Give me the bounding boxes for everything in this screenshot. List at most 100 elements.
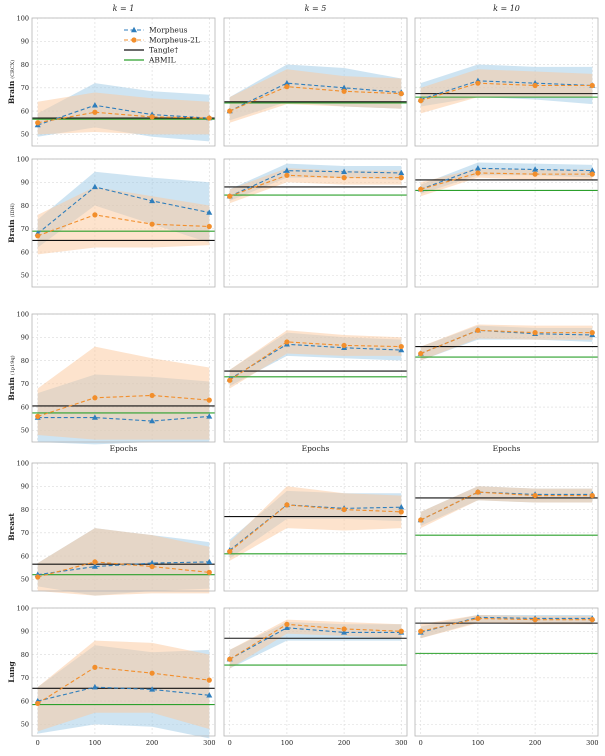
panel-frame [31,313,216,443]
x-tick-label: 300 [586,739,598,747]
y-tick-label: 100 [17,155,29,163]
morpheus-point [91,102,98,108]
y-tick-label: 100 [17,14,29,22]
morpheus-point [149,559,156,566]
morpheus2l-line [229,174,402,197]
morpheus2l-line [229,341,402,381]
column-title: k = 5 [305,4,327,13]
morpheus-line [229,82,402,112]
morpheus2l-point [35,233,41,239]
y-tick-label: 60 [21,697,29,705]
y-tick-label: 50 [21,272,29,280]
morpheus2l-point [589,171,595,177]
panel: 50 60 70 80 90 100 0 100 200 300 [17,604,216,747]
morpheus-point [532,166,539,172]
row-label-sub: (IDH) [9,203,16,217]
y-tick-label: 80 [21,61,29,69]
row-label-sub: (CRCX) [9,60,16,79]
morpheus2l-line [420,172,593,190]
morpheus-point [206,692,213,698]
x-tick-label: 100 [281,739,293,747]
morpheus-point [398,346,405,353]
morpheus-line [420,491,593,521]
morpheus2l-band [37,186,210,255]
panel: 50 60 70 80 90 100 [17,459,216,596]
row-label-main: Breast [7,513,16,541]
morpheus2l-band [37,528,210,596]
morpheus2l-band [420,324,593,361]
morpheus-line [37,561,210,576]
morpheus-point [283,167,290,173]
morpheus2l-point [284,621,290,627]
morpheus2l-point [284,502,290,508]
x-tick-label: 200 [338,739,350,747]
y-tick-label: 50 [21,131,29,139]
row-label: Lung [7,661,16,683]
panel-frame [414,462,599,592]
morpheus2l-point [532,492,538,499]
y-tick-label: 90 [21,483,29,491]
legend-label: Morpheus [149,26,188,35]
morpheus2l-point [341,88,347,94]
x-tick-label: 200 [529,739,541,747]
panel: 50 60 70 80 90 100 [17,14,216,147]
morpheus2l-point [589,330,595,336]
morpheus2l-point [35,700,41,707]
morpheus2l-band [37,92,210,135]
morpheus2l-point [206,223,212,230]
morpheus2l-point [149,114,155,120]
morpheus2l-point [206,677,212,683]
morpheus2l-band [420,69,593,114]
morpheus-line [37,415,210,422]
morpheus2l-point [227,193,233,199]
morpheus-point [589,167,596,173]
morpheus2l-point [92,395,98,401]
morpheus-point [91,414,98,420]
legend-marker [131,26,137,33]
y-tick-label: 70 [21,84,29,92]
morpheus2l-line [229,504,402,552]
row-label-main: Brain [7,80,16,104]
morpheus2l-line [420,617,593,632]
morpheus2l-line [420,82,593,102]
x-tick-label: 0 [228,739,232,747]
morpheus2l-band [37,640,210,732]
panel-frame [31,607,216,737]
morpheus2l-point [92,559,98,565]
x-tick-label: 100 [472,739,484,747]
morpheus-point [206,413,213,419]
morpheus2l-point [532,171,538,177]
morpheus2l-point [475,170,481,176]
x-axis-label: Epochs [110,444,138,453]
y-tick-label: 80 [21,202,29,210]
panel-frame [414,607,599,737]
morpheus2l-point [92,664,98,670]
row-label: Brain(CRCX) [7,60,16,104]
morpheus2l-point [149,563,155,570]
panel-frame [223,17,408,147]
panel-frame [31,462,216,592]
x-tick-label: 0 [36,739,40,747]
panel: 50 60 70 80 90 100 Epochs [17,310,216,453]
morpheus2l-point [475,615,481,622]
y-tick-label: 80 [21,651,29,659]
morpheus2l-point [35,413,41,419]
y-tick-label: 90 [21,628,29,636]
morpheus2l-band [420,614,593,639]
panel [223,462,408,592]
morpheus-point [398,169,405,176]
morpheus2l-point [475,327,481,333]
morpheus2l-point [418,98,424,104]
morpheus-line [229,504,402,551]
morpheus2l-line [420,491,593,521]
row-label-sub: (1p19q) [9,355,16,375]
morpheus2l-point [418,350,424,357]
morpheus2l-point [398,343,404,350]
y-tick-label: 50 [21,576,29,584]
panel-frame [31,158,216,288]
morpheus2l-point [227,108,233,114]
x-axis-label: Epochs [302,444,330,453]
morpheus-point [206,558,213,565]
